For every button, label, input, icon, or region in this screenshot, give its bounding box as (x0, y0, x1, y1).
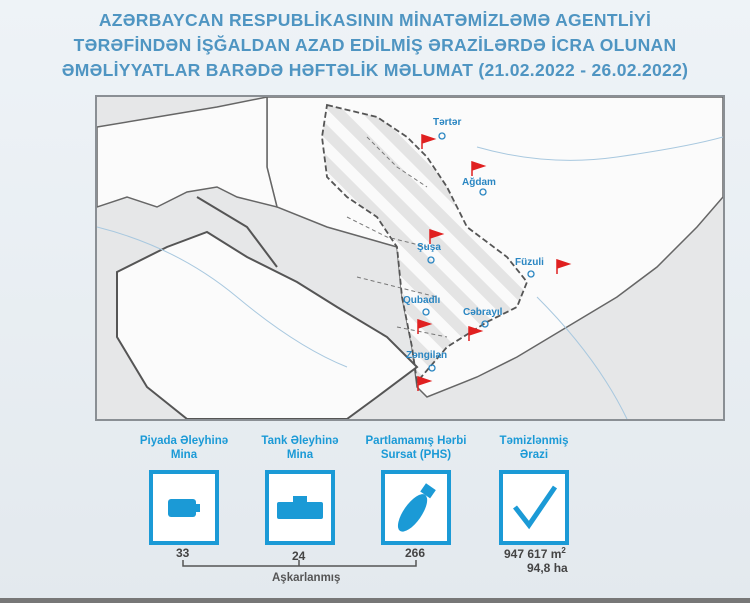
stat-antipersonnel-mines: Piyada Əleyhinə Mina (124, 434, 244, 545)
divider (0, 598, 750, 603)
location-label: Füzuli (515, 257, 544, 268)
bomb-icon (381, 470, 451, 545)
map-pin-icon (481, 320, 489, 328)
map-pin-icon (527, 270, 535, 278)
checkmark-icon (499, 470, 569, 545)
flag-icon (421, 133, 437, 149)
map-pin-icon (479, 188, 487, 196)
cleared-area-m2: 947 617 m2 (504, 546, 566, 561)
flag-icon (417, 375, 433, 391)
antipersonnel-mine-icon (149, 470, 219, 545)
map-pin-icon (422, 308, 430, 316)
location-label: Şuşa (417, 242, 441, 253)
location-label: Ağdam (462, 177, 496, 188)
location-label: Tərtər (433, 117, 462, 128)
location-label: Zəngilan (406, 350, 448, 361)
flag-icon (429, 228, 445, 244)
stat-uxo: Partlamamış Hərbi Sursat (PHS) (356, 434, 476, 545)
stat-cleared-area: Təmizlənmiş Ərazi (474, 434, 594, 545)
antitank-count: 24 (292, 549, 306, 563)
flag-icon (471, 160, 487, 176)
stat-antitank-mines: Tank Əleyhinə Mina (240, 434, 360, 545)
cleared-area-ha: 94,8 ha (527, 561, 568, 575)
flag-icon (417, 318, 433, 334)
antipersonnel-count: 33 (176, 546, 190, 560)
location-label: Cəbrayıl (463, 307, 503, 318)
uxo-count: 266 (405, 546, 426, 560)
map: Tərtər Ağdam Şuşa Füzuli Qubadlı Cəbrayı… (95, 95, 725, 421)
flag-icon (468, 325, 484, 341)
map-pin-icon (438, 132, 446, 140)
map-graphic (96, 96, 724, 420)
page-title: AZƏRBAYCAN RESPUBLİKASININ MİNATƏMİZLƏMƏ… (61, 10, 689, 80)
location-label: Qubadlı (403, 295, 441, 306)
antitank-mine-icon (265, 470, 335, 545)
map-pin-icon (428, 364, 436, 372)
detected-label: Aşkarlanmış (272, 572, 341, 584)
flag-icon (556, 258, 572, 274)
map-pin-icon (427, 256, 435, 264)
